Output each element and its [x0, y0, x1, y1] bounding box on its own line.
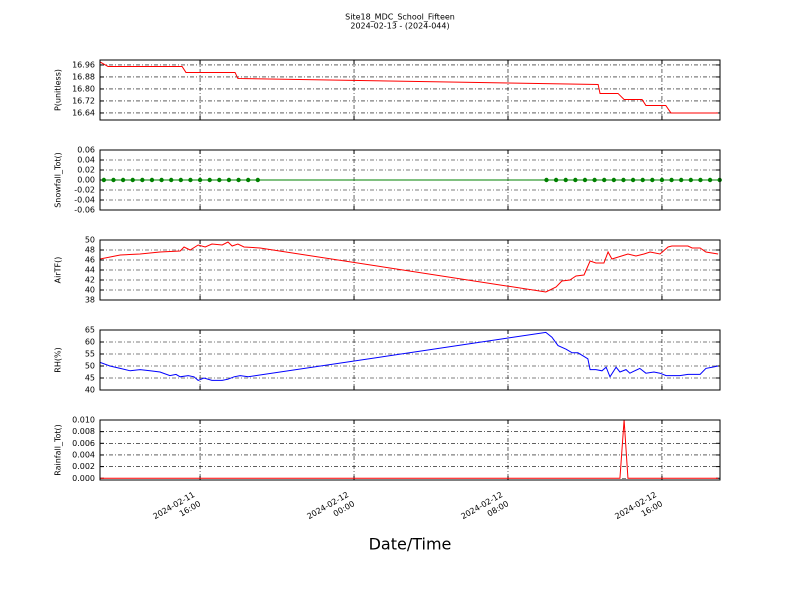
- data-point: [130, 177, 135, 183]
- y-axis-label: Snowfall_Tot(): [54, 152, 63, 208]
- y-tick-label: 50: [85, 236, 95, 245]
- y-tick-label: 48: [85, 246, 95, 255]
- y-tick-label: 16.72: [72, 96, 95, 105]
- y-tick-label: 16.96: [72, 60, 95, 69]
- data-point: [553, 177, 559, 183]
- y-tick-label: 16.88: [72, 72, 95, 81]
- y-tick-label: 0.000: [72, 474, 95, 483]
- data-line: [100, 420, 719, 479]
- plot-frame: [99, 149, 721, 211]
- data-point: [188, 177, 193, 183]
- y-tick-label: -0.06: [74, 206, 95, 215]
- y-tick-label: 42: [85, 276, 95, 285]
- plot-frame: [99, 59, 721, 121]
- y-tick-label: 0.008: [72, 427, 95, 436]
- data-point: [640, 177, 645, 183]
- plot-frame: [99, 419, 721, 481]
- data-point: [140, 177, 145, 183]
- y-tick-label: 46: [85, 256, 95, 265]
- data-point: [688, 177, 694, 183]
- y-tick-label: 0.04: [77, 156, 95, 165]
- y-tick-label: 0.06: [77, 146, 95, 155]
- data-point: [197, 177, 203, 183]
- data-point: [678, 177, 684, 183]
- data-line: [100, 61, 719, 114]
- y-tick-label: 45: [85, 374, 95, 383]
- y-axis-label: P(unitless): [54, 69, 63, 111]
- data-point: [563, 177, 568, 183]
- y-tick-label: 44: [85, 266, 95, 275]
- y-tick-label: 40: [85, 386, 95, 395]
- data-point: [611, 177, 617, 183]
- y-axis-label: RH(%): [54, 347, 63, 372]
- data-point: [544, 177, 549, 183]
- y-tick-label: 38: [85, 296, 95, 305]
- y-tick-label: 0.006: [72, 439, 95, 448]
- y-tick-label: 60: [85, 338, 95, 347]
- data-point: [120, 177, 126, 183]
- y-tick-label: 50: [85, 362, 95, 371]
- y-tick-label: 65: [85, 326, 95, 335]
- data-point: [592, 177, 597, 183]
- x-axis-label: Date/Time: [369, 535, 452, 554]
- data-point: [149, 177, 155, 183]
- y-axis-label: AirTF(): [54, 257, 63, 284]
- plot-frame: [99, 239, 721, 301]
- y-tick-label: 16.80: [72, 84, 95, 93]
- data-point: [178, 177, 184, 183]
- data-line: [100, 331, 719, 381]
- chart-title: Site18_MDC_School_Fifteen: [345, 13, 455, 22]
- y-tick-label: 40: [85, 286, 95, 295]
- data-point: [698, 177, 703, 183]
- plot-frame: [99, 329, 721, 391]
- data-point: [159, 177, 164, 183]
- data-point: [707, 177, 713, 183]
- data-point: [226, 177, 232, 183]
- data-point: [217, 177, 222, 183]
- y-tick-label: 55: [85, 350, 95, 359]
- data-point: [659, 177, 665, 183]
- chart-subtitle: 2024-02-13 - (2024-044): [350, 22, 449, 31]
- data-point: [111, 177, 116, 183]
- y-tick-label: 0.002: [72, 462, 95, 471]
- y-tick-label: 16.64: [72, 108, 95, 117]
- data-point: [630, 177, 636, 183]
- data-point: [207, 177, 212, 183]
- data-point: [582, 177, 588, 183]
- data-point: [650, 177, 655, 183]
- data-point: [621, 177, 626, 183]
- data-point: [669, 177, 674, 183]
- data-line: [100, 241, 719, 293]
- y-tick-label: 0.00: [77, 176, 95, 185]
- data-point: [602, 177, 607, 183]
- data-point: [245, 177, 251, 183]
- data-point: [255, 177, 261, 183]
- y-tick-label: -0.04: [74, 196, 95, 205]
- y-tick-label: 0.004: [72, 450, 95, 459]
- data-point: [101, 177, 107, 183]
- data-point: [169, 177, 174, 183]
- y-axis-label: Rainfall_Tot(): [54, 424, 63, 476]
- y-tick-label: 0.010: [72, 416, 95, 425]
- data-point: [236, 177, 241, 183]
- y-tick-label: 0.02: [77, 166, 95, 175]
- data-point: [573, 177, 578, 183]
- y-tick-label: -0.02: [74, 186, 95, 195]
